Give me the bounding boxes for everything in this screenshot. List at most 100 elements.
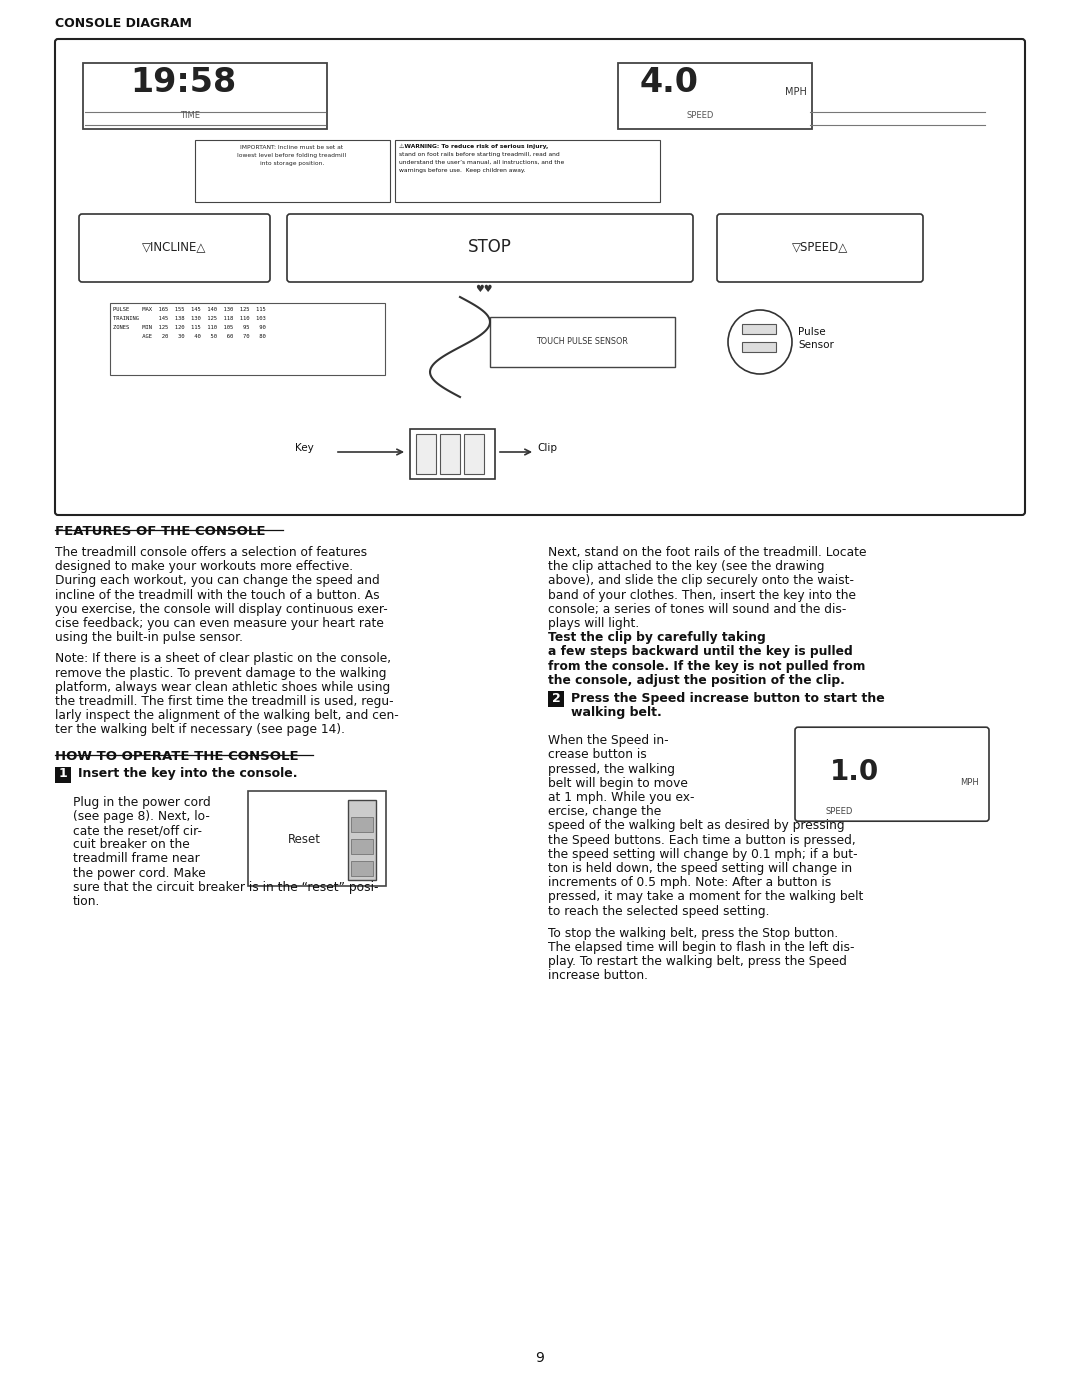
Bar — [351, 861, 373, 876]
Text: ♥♥: ♥♥ — [475, 284, 492, 293]
Text: the power cord. Make: the power cord. Make — [73, 866, 206, 880]
Text: AGE   20   30   40   50   60   70   80: AGE 20 30 40 50 60 70 80 — [113, 334, 266, 339]
Text: MPH: MPH — [785, 87, 807, 96]
Bar — [395, 140, 660, 203]
Text: to reach the selected speed setting.: to reach the selected speed setting. — [548, 905, 769, 918]
FancyBboxPatch shape — [55, 39, 1025, 515]
Text: the Speed buttons. Each time a button is pressed,: the Speed buttons. Each time a button is… — [548, 834, 855, 847]
Text: warnings before use.  Keep children away.: warnings before use. Keep children away. — [399, 168, 525, 173]
Bar — [55, 767, 71, 782]
Text: 19:58: 19:58 — [130, 66, 237, 99]
Text: TRAINING      145  138  130  125  118  110  103: TRAINING 145 138 130 125 118 110 103 — [113, 316, 266, 321]
Text: Test the clip by carefully taking: Test the clip by carefully taking — [548, 631, 766, 644]
Text: the treadmill. The first time the treadmill is used, regu-: the treadmill. The first time the treadm… — [55, 694, 393, 708]
Bar — [490, 317, 675, 367]
Bar — [742, 342, 777, 352]
Text: 2: 2 — [552, 692, 561, 704]
Text: To stop the walking belt, press the Stop button.: To stop the walking belt, press the Stop… — [548, 926, 838, 940]
Text: increments of 0.5 mph. Note: After a button is: increments of 0.5 mph. Note: After a but… — [548, 876, 832, 890]
Text: incline of the treadmill with the touch of a button. As: incline of the treadmill with the touch … — [55, 588, 380, 602]
Text: HOW TO OPERATE THE CONSOLE: HOW TO OPERATE THE CONSOLE — [55, 750, 299, 763]
Text: 1.0: 1.0 — [831, 759, 879, 787]
Text: ⚠WARNING: To reduce risk of serious injury,: ⚠WARNING: To reduce risk of serious inju… — [399, 144, 549, 149]
Text: ZONES    MIN  125  120  115  110  105   95   90: ZONES MIN 125 120 115 110 105 95 90 — [113, 326, 266, 330]
Text: walking belt.: walking belt. — [571, 705, 662, 718]
Text: SPEED: SPEED — [825, 807, 852, 816]
Text: Plug in the power cord: Plug in the power cord — [73, 796, 211, 809]
Text: Next, stand on the foot rails of the treadmill. Locate: Next, stand on the foot rails of the tre… — [548, 546, 866, 559]
Text: IMPORTANT: Incline must be set at: IMPORTANT: Incline must be set at — [241, 145, 343, 149]
Bar — [110, 303, 384, 374]
Text: understand the user’s manual, all instructions, and the: understand the user’s manual, all instru… — [399, 161, 564, 165]
Text: plays will light.: plays will light. — [548, 617, 643, 630]
Text: play. To restart the walking belt, press the Speed: play. To restart the walking belt, press… — [548, 956, 847, 968]
Text: 9: 9 — [536, 1351, 544, 1365]
Text: FEATURES OF THE CONSOLE: FEATURES OF THE CONSOLE — [55, 525, 266, 538]
Text: lowest level before folding treadmill: lowest level before folding treadmill — [238, 154, 347, 158]
Text: cate the reset/off cir-: cate the reset/off cir- — [73, 824, 202, 837]
Text: stand on foot rails before starting treadmill, read and: stand on foot rails before starting trea… — [399, 152, 559, 156]
Text: Insert the key into the console.: Insert the key into the console. — [78, 767, 297, 780]
Text: Sensor: Sensor — [798, 339, 834, 351]
Text: (see page 8). Next, lo-: (see page 8). Next, lo- — [73, 810, 210, 823]
Text: The elapsed time will begin to flash in the left dis-: The elapsed time will begin to flash in … — [548, 942, 854, 954]
Text: STOP: STOP — [468, 237, 512, 256]
Text: above), and slide the clip securely onto the waist-: above), and slide the clip securely onto… — [548, 574, 854, 587]
Text: Pulse: Pulse — [798, 327, 825, 337]
Text: console; a series of tones will sound and the dis-: console; a series of tones will sound an… — [548, 602, 847, 616]
Text: ▽INCLINE△: ▽INCLINE△ — [141, 240, 206, 253]
Text: TIME: TIME — [180, 110, 200, 120]
Text: Press the Speed increase button to start the: Press the Speed increase button to start… — [571, 692, 885, 704]
Bar — [410, 429, 495, 479]
Text: a few steps backward until the key is pulled: a few steps backward until the key is pu… — [548, 645, 853, 658]
FancyBboxPatch shape — [795, 728, 989, 821]
Text: the console, adjust the position of the clip.: the console, adjust the position of the … — [548, 673, 845, 687]
Text: tion.: tion. — [73, 895, 100, 908]
Text: 4.0: 4.0 — [640, 66, 699, 99]
Text: speed of the walking belt as desired by pressing: speed of the walking belt as desired by … — [548, 820, 845, 833]
Text: the clip attached to the key (see the drawing: the clip attached to the key (see the dr… — [548, 560, 824, 573]
Text: When the Speed in-: When the Speed in- — [548, 735, 669, 747]
Text: band of your clothes. Then, insert the key into the: band of your clothes. Then, insert the k… — [548, 588, 856, 602]
Text: CONSOLE DIAGRAM: CONSOLE DIAGRAM — [55, 17, 192, 29]
Text: ter the walking belt if necessary (see page 14).: ter the walking belt if necessary (see p… — [55, 724, 345, 736]
Text: TOUCH PULSE SENSOR: TOUCH PULSE SENSOR — [536, 338, 627, 346]
Text: 1: 1 — [58, 767, 67, 780]
Text: platform, always wear clean athletic shoes while using: platform, always wear clean athletic sho… — [55, 680, 390, 694]
Text: the speed setting will change by 0.1 mph; if a but-: the speed setting will change by 0.1 mph… — [548, 848, 858, 861]
Bar — [348, 799, 376, 880]
Text: from the console. If the key is not pulled from: from the console. If the key is not pull… — [548, 659, 865, 672]
Text: ton is held down, the speed setting will change in: ton is held down, the speed setting will… — [548, 862, 852, 875]
Bar — [440, 434, 460, 474]
Text: Reset: Reset — [288, 833, 321, 847]
Text: ▽SPEED△: ▽SPEED△ — [792, 240, 848, 253]
Text: Clip: Clip — [537, 443, 557, 453]
Text: Key: Key — [295, 443, 314, 453]
Text: pressed, the walking: pressed, the walking — [548, 763, 675, 775]
Text: MPH: MPH — [960, 778, 978, 787]
Text: cuit breaker on the: cuit breaker on the — [73, 838, 190, 851]
Text: treadmill frame near: treadmill frame near — [73, 852, 200, 865]
Bar — [416, 434, 436, 474]
Bar — [351, 817, 373, 831]
Text: sure that the circuit breaker is in the “reset” posi-: sure that the circuit breaker is in the … — [73, 880, 378, 894]
Bar — [464, 434, 484, 474]
Text: PULSE    MAX  165  155  145  140  130  125  115: PULSE MAX 165 155 145 140 130 125 115 — [113, 307, 266, 312]
Text: increase button.: increase button. — [548, 970, 648, 982]
FancyBboxPatch shape — [79, 214, 270, 282]
Text: you exercise, the console will display continuous exer-: you exercise, the console will display c… — [55, 602, 388, 616]
Text: larly inspect the alignment of the walking belt, and cen-: larly inspect the alignment of the walki… — [55, 710, 399, 722]
Bar — [548, 692, 564, 707]
Text: belt will begin to move: belt will begin to move — [548, 777, 688, 789]
Text: remove the plastic. To prevent damage to the walking: remove the plastic. To prevent damage to… — [55, 666, 387, 679]
FancyBboxPatch shape — [717, 214, 923, 282]
Text: cise feedback; you can even measure your heart rate: cise feedback; you can even measure your… — [55, 617, 383, 630]
Text: designed to make your workouts more effective.: designed to make your workouts more effe… — [55, 560, 353, 573]
Bar — [351, 838, 373, 854]
Text: at 1 mph. While you ex-: at 1 mph. While you ex- — [548, 791, 694, 805]
Text: crease button is: crease button is — [548, 749, 647, 761]
FancyBboxPatch shape — [618, 63, 812, 129]
FancyBboxPatch shape — [83, 63, 327, 129]
Text: using the built-in pulse sensor.: using the built-in pulse sensor. — [55, 631, 243, 644]
Text: pressed, it may take a moment for the walking belt: pressed, it may take a moment for the wa… — [548, 890, 863, 904]
